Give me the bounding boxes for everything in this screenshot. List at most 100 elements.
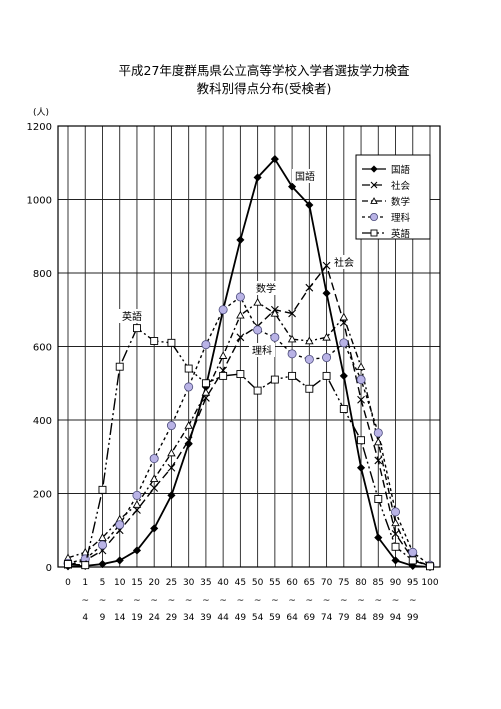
x-marker	[288, 309, 296, 318]
x-tick-label-tilde: ~	[133, 596, 141, 606]
x-tick-label-tilde: ~	[357, 596, 365, 606]
triangle-marker	[287, 334, 297, 343]
y-tick-label: 1000	[27, 196, 52, 207]
triangle-marker	[167, 448, 176, 457]
diamond-marker	[253, 173, 262, 182]
legend-item: 社会	[362, 180, 411, 192]
x-tick-label-start: 35	[200, 578, 211, 588]
circle-marker	[270, 332, 280, 342]
diamond-marker	[370, 165, 378, 173]
x-tick-label-tilde: ~	[375, 596, 383, 606]
x-tick-label-tilde: ~	[185, 596, 193, 606]
x-marker-stroke	[357, 395, 365, 404]
y-tick-label: 600	[33, 343, 52, 354]
x-marker-stroke	[236, 333, 245, 342]
square-marker	[64, 560, 72, 569]
x-tick-label-tilde: ~	[288, 596, 296, 606]
x-tick-label-start: 45	[235, 578, 246, 588]
square-marker	[150, 337, 159, 345]
series-annotation: 数学	[256, 282, 276, 295]
diamond-marker	[270, 155, 279, 164]
legend-label: 理科	[391, 212, 411, 224]
square-marker	[408, 556, 417, 565]
triangle-marker	[149, 474, 159, 483]
x-tick-label-end: 79	[338, 613, 350, 623]
x-tick-label-start: 5	[100, 578, 106, 588]
x-tick-label-tilde: ~	[168, 596, 176, 606]
series-annotation: 社会	[334, 256, 354, 269]
circle-marker	[166, 421, 176, 431]
diamond-marker	[374, 533, 383, 542]
circle-marker	[322, 353, 332, 363]
x-tick-label-start: 50	[252, 578, 264, 588]
x-tick-label-tilde: ~	[237, 596, 245, 606]
x-tick-label-start: 75	[338, 578, 349, 588]
square-marker	[98, 485, 107, 494]
x-marker	[370, 181, 378, 189]
x-tick-label-start: 55	[269, 578, 280, 588]
x-tick-label-tilde: ~	[392, 596, 400, 606]
x-tick-label-end: 34	[183, 613, 195, 623]
square-marker	[322, 371, 331, 380]
x-marker	[167, 463, 176, 472]
circle-marker	[218, 305, 228, 315]
square-marker	[357, 436, 365, 445]
legend-label: 社会	[391, 180, 411, 192]
triangle-marker	[218, 351, 228, 359]
circle-marker	[391, 507, 401, 517]
x-tick-label-start: 95	[407, 578, 418, 588]
triangle-marker	[339, 312, 349, 321]
circle-marker	[339, 338, 349, 348]
x-tick-label-end: 14	[114, 613, 126, 623]
y-tick-label: 1200	[27, 122, 52, 133]
x-tick-label-start: 90	[390, 578, 402, 588]
annotation-bg	[119, 309, 145, 323]
x-tick-label-tilde: ~	[323, 596, 331, 606]
x-tick-label-end: 19	[131, 613, 143, 623]
series-annotation: 国語	[295, 170, 315, 183]
x-marker	[357, 395, 365, 404]
annotation-bg	[292, 169, 318, 183]
x-tick-label-start: 25	[166, 578, 177, 588]
diamond-marker	[356, 463, 366, 472]
x-tick-label-end: 74	[321, 613, 333, 623]
square-marker	[253, 386, 262, 395]
x-tick-label-end: 84	[355, 613, 367, 623]
x-tick-label-end: 59	[269, 613, 281, 623]
annotation-bg	[253, 281, 279, 295]
x-tick-label-tilde: ~	[271, 596, 279, 606]
circle-marker	[115, 520, 125, 530]
series-layer	[63, 155, 435, 572]
x-tick-label-end: 99	[407, 613, 419, 623]
triangle-marker	[236, 310, 245, 319]
diamond-marker	[167, 491, 176, 500]
x-tick-label-tilde: ~	[219, 596, 227, 606]
x-tick-label-start: 20	[148, 578, 160, 588]
x-tick-label-tilde: ~	[116, 596, 124, 606]
x-marker-stroke	[370, 181, 378, 189]
x-marker-stroke	[150, 484, 159, 492]
x-marker	[322, 261, 331, 270]
triangle-marker	[370, 197, 378, 204]
diamond-marker	[391, 556, 400, 565]
x-tick-label-tilde: ~	[202, 596, 210, 606]
circle-marker	[304, 354, 314, 364]
square-marker	[167, 338, 176, 347]
square-marker	[201, 379, 210, 388]
square-marker	[391, 542, 400, 551]
chart-title: 平成27年度群馬県公立高等学校入学者選抜学力検査	[119, 63, 410, 78]
triangle-marker	[305, 336, 314, 345]
x-tick-label-end: 64	[286, 613, 298, 623]
x-tick-label-end: 69	[304, 613, 316, 623]
circle-marker	[356, 375, 366, 385]
square-marker	[81, 561, 90, 570]
x-marker	[236, 333, 245, 342]
x-marker-stroke	[167, 463, 176, 472]
y-tick-label: 800	[33, 269, 52, 280]
triangle-marker	[132, 500, 142, 508]
diamond-marker	[132, 546, 142, 555]
square-marker	[236, 370, 245, 379]
x-marker-stroke	[374, 456, 383, 465]
